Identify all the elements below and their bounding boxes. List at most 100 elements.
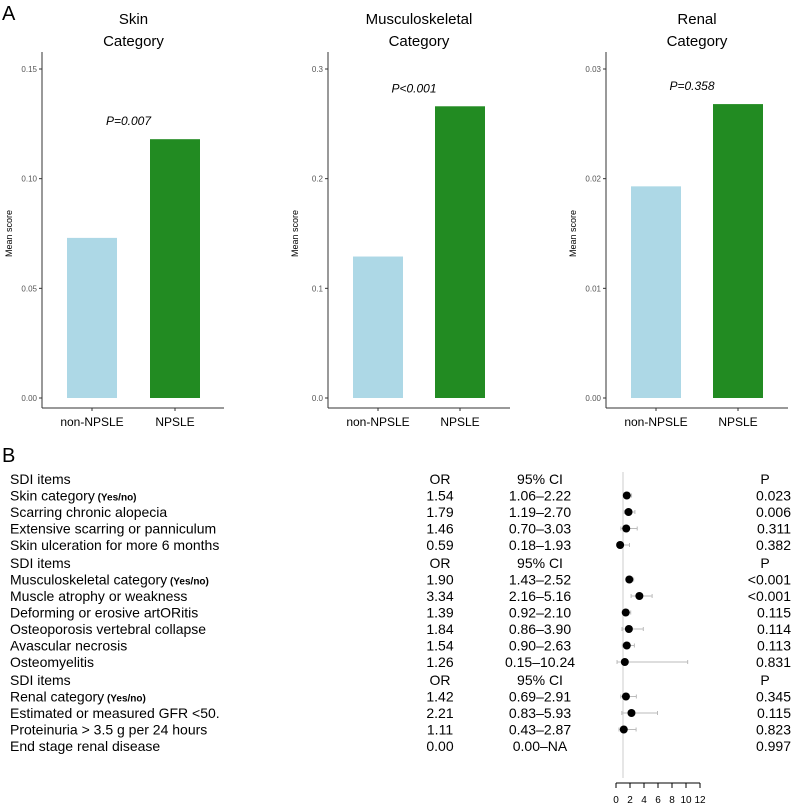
forest-x-tick-label: 6 [655,795,661,806]
or-point [621,608,630,617]
y-tick-label: 0.00 [21,394,37,403]
chart-title: Category [389,33,450,50]
row-item-label: Estimated or measured GFR <50. [10,705,220,721]
row-item-label: Osteoporosis vertebral collapse [10,621,206,637]
x-tick-label: non-NPSLE [346,415,409,429]
row-item-label: Extensive scarring or panniculum [10,521,216,537]
row-or: 1.11 [427,722,453,738]
row-or: 3.34 [426,588,453,604]
or-point [619,725,628,734]
row-item-suffix: (Yes/no) [95,493,137,504]
or-point [627,709,636,717]
p-value-annotation: P<0.001 [391,81,436,95]
row-item-label: Proteinuria > 3.5 g per 24 hours [10,722,207,738]
row-ci: 0.18–1.93 [509,537,571,553]
forest-x-tick-label: 8 [669,795,675,806]
row-item-suffix: (Yes/no) [104,694,146,705]
x-tick-label: NPSLE [718,415,757,429]
chart-title: Skin [119,11,148,28]
row-or: 1.79 [426,504,453,520]
row-ci: 0.92–2.10 [509,605,571,621]
column-header-p: P [760,672,769,688]
row-item-label: Osteomyelitis [10,654,94,670]
panel-label-b: B [2,445,15,467]
y-tick-label: 0.10 [21,175,37,184]
x-tick-label: NPSLE [155,415,194,429]
chart-title: Renal [677,11,716,28]
row-item-label: End stage renal disease [10,738,160,754]
column-header-p: P [760,555,769,571]
row-ci: 0.69–2.91 [509,689,571,705]
row-p: 0.115 [757,705,791,721]
row-or: 1.46 [426,521,453,537]
row-or: 1.84 [426,621,453,637]
column-header-or: OR [430,471,451,487]
x-tick-label: non-NPSLE [60,415,123,429]
row-or: 0.59 [426,537,453,553]
row-p: <0.001 [748,572,791,588]
or-point [620,658,629,666]
row-or: 0.00 [426,738,453,754]
chart-title: Category [103,33,164,50]
bar-npsle [150,139,200,399]
row-item-suffix: (Yes/no) [167,577,209,588]
bar-non-npsle [631,186,681,398]
row-item-label: Skin category (Yes/no) [10,488,137,504]
row-p: <0.001 [748,588,791,604]
row-item-label: Deforming or erosive artORitis [10,605,198,621]
column-header-items: SDI items [10,672,71,688]
forest-x-tick-label: 2 [627,795,633,806]
row-item-label: Musculoskeletal category (Yes/no) [10,572,209,588]
y-axis-label: Mean score [568,210,578,257]
or-point [622,491,631,500]
row-or: 1.42 [426,689,453,705]
row-ci: 0.43–2.87 [509,722,571,738]
column-header-ci: 95% CI [517,471,563,487]
row-ci: 0.00–NA [513,738,568,754]
row-ci: 0.15–10.24 [505,654,575,670]
bar-non-npsle [353,256,403,398]
column-header-or: OR [430,555,451,571]
row-p: 0.023 [756,488,791,504]
row-item-label: Scarring chronic alopecia [10,504,167,520]
or-point [624,508,633,516]
y-tick-label: 0.03 [585,65,601,74]
row-ci: 2.16–5.16 [509,588,571,604]
chart-title: Musculoskeletal [366,11,473,28]
forest-x-tick-label: 12 [694,795,706,806]
row-or: 1.39 [426,605,453,621]
column-header-ci: 95% CI [517,555,563,571]
column-header-items: SDI items [10,555,71,571]
row-p: 0.114 [757,621,791,637]
row-or: 1.26 [426,654,453,670]
y-tick-label: 0.15 [21,65,37,74]
column-header-p: P [760,471,769,487]
y-tick-label: 0.1 [312,284,324,293]
or-point [622,524,631,533]
row-p: 0.113 [757,638,791,654]
or-point [635,592,644,600]
column-header-items: SDI items [10,471,71,487]
row-p: 0.382 [756,537,791,553]
panel-label-a: A [2,3,16,25]
x-tick-label: non-NPSLE [624,415,687,429]
row-p: 0.823 [756,722,791,738]
row-ci: 0.83–5.93 [509,705,571,721]
y-tick-label: 0.2 [312,175,324,184]
row-or: 1.54 [426,488,453,504]
row-item-label: Muscle atrophy or weakness [10,588,187,604]
or-point [625,575,634,584]
column-header-ci: 95% CI [517,672,563,688]
row-item-label: Avascular necrosis [10,638,127,654]
row-or: 2.21 [426,705,453,721]
row-p: 0.345 [756,689,791,705]
or-point [621,692,630,701]
p-value-annotation: P=0.358 [669,79,714,93]
row-ci: 0.70–3.03 [509,521,571,537]
forest-x-tick-label: 0 [613,795,619,806]
row-ci: 1.19–2.70 [509,504,571,520]
y-tick-label: 0.3 [312,65,324,74]
forest-x-tick-label: 10 [680,795,692,806]
y-axis-label: Mean score [290,210,300,257]
row-ci: 0.86–3.90 [509,621,571,637]
